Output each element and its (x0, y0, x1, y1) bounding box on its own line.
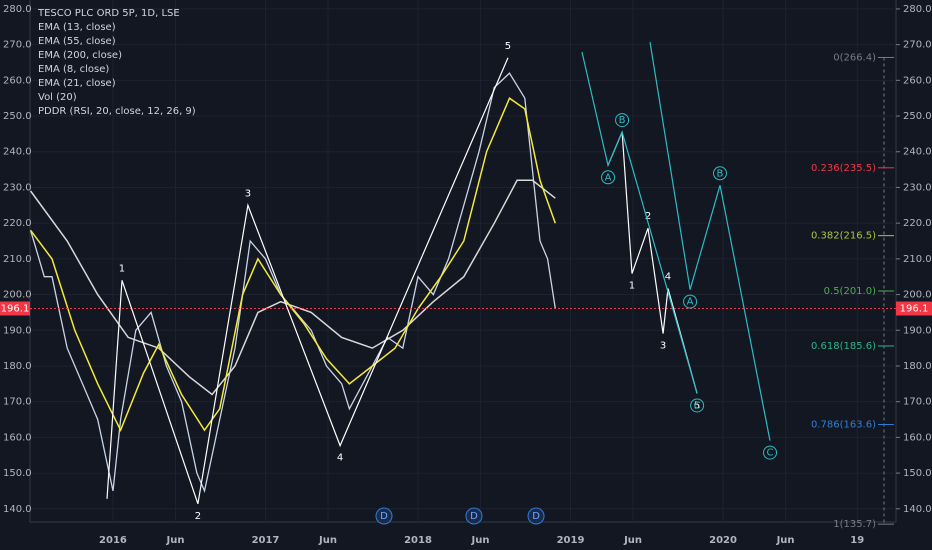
y-tick-label: 280.0 (3, 4, 32, 15)
x-tick-label: Jun (471, 535, 490, 546)
wave-line (649, 42, 771, 441)
price-tag (896, 301, 932, 316)
legend-entry: Vol (20) (38, 92, 77, 103)
wave-label: 2 (645, 211, 651, 222)
wave-label: 1 (119, 263, 125, 274)
x-tick-label: 2017 (252, 535, 280, 546)
wave-label: C (767, 448, 774, 459)
legend-entry: EMA (200, close) (38, 50, 122, 61)
y-tick-label: 240.0 (903, 147, 932, 158)
wave-label: B (717, 168, 724, 179)
fib-label: 0.5(201.0) (824, 286, 876, 297)
fib-label: 1(135.7) (833, 519, 876, 530)
plot-area: 1 2 3 4 5 1 2 3 4 5 A B C A B C (30, 0, 896, 522)
wave-label: B (619, 115, 626, 126)
wave-label: 4 (665, 271, 671, 282)
price-line (30, 72, 556, 494)
x-tick-label: Jun (776, 535, 795, 546)
event-label: D (470, 511, 478, 522)
y-tick-label: 200.0 (3, 290, 32, 301)
wave-label: 3 (660, 340, 666, 351)
legend-entry: EMA (21, close) (38, 78, 116, 89)
y-tick-label: 230.0 (903, 182, 932, 193)
fib-label: 0.382(216.5) (811, 231, 876, 242)
legend-entry: PDDR (RSI, 20, close, 12, 26, 9) (38, 106, 196, 117)
y-tick-label: 180.0 (903, 361, 932, 372)
wave-label: 2 (195, 511, 201, 522)
y-tick-label: 210.0 (903, 254, 932, 265)
y-tick-label: 200.0 (903, 290, 932, 301)
y-tick-label: 140.0 (3, 504, 32, 515)
wave-label: 4 (337, 453, 343, 464)
wave-line (581, 51, 698, 394)
wave-label: 3 (245, 188, 251, 199)
legend-entry: EMA (8, close) (38, 64, 109, 75)
fib-label: 0.236(235.5) (811, 163, 876, 174)
wave-label: C (694, 400, 701, 411)
price-tag (0, 301, 30, 316)
wave-label: 5 (505, 41, 511, 52)
y-tick-label: 180.0 (3, 361, 32, 372)
price-tag-label: 196.1 (900, 303, 929, 314)
y-tick-label: 160.0 (3, 432, 32, 443)
price-tag-label: 196.1 (1, 303, 30, 314)
y-tick-label: 270.0 (3, 40, 32, 51)
y-tick-label: 190.0 (3, 325, 32, 336)
y-tick-label: 280.0 (903, 4, 932, 15)
y-tick-label: 260.0 (3, 75, 32, 86)
y-tick-label: 170.0 (3, 397, 32, 408)
x-tick-label: Jun (623, 535, 642, 546)
wave-circle (601, 170, 616, 185)
wave-circle (615, 113, 630, 128)
y-tick-label: 260.0 (903, 75, 932, 86)
x-tick-label: Jun (318, 535, 337, 546)
ema-line (30, 97, 557, 433)
chart-title: TESCO PLC ORD 5P, 1D, LSE (37, 8, 180, 19)
wave-label: 5 (694, 400, 700, 411)
fib-label: 0.618(185.6) (811, 341, 876, 352)
event-marker (465, 507, 483, 525)
y-tick-label: 140.0 (903, 504, 932, 515)
y-tick-label: 220.0 (903, 218, 932, 229)
wave-line (106, 57, 509, 504)
event-marker (375, 507, 393, 525)
ema-line (30, 179, 556, 396)
y-tick-label: 270.0 (903, 40, 932, 51)
x-tick-label: 19 (850, 535, 864, 546)
x-tick-label: 2019 (557, 535, 585, 546)
legend-entry: EMA (13, close) (38, 22, 116, 33)
wave-circle (712, 166, 727, 181)
y-tick-label: 250.0 (903, 111, 932, 122)
fib-label: 0.786(163.6) (811, 420, 876, 431)
y-tick-label: 170.0 (903, 397, 932, 408)
event-marker (527, 507, 545, 525)
y-tick-label: 210.0 (3, 254, 32, 265)
y-tick-label: 150.0 (3, 468, 32, 479)
y-tick-label: 150.0 (903, 468, 932, 479)
y-tick-label: 250.0 (3, 111, 32, 122)
y-tick-label: 190.0 (903, 325, 932, 336)
wave-circle (683, 294, 698, 309)
y-tick-label: 220.0 (3, 218, 32, 229)
y-tick-label: 240.0 (3, 147, 32, 158)
wave-label: A (687, 297, 694, 308)
event-label: D (380, 511, 388, 522)
wave-label: 1 (629, 280, 635, 291)
wave-label: A (605, 172, 612, 183)
y-tick-label: 160.0 (903, 432, 932, 443)
x-tick-label: 2016 (99, 535, 127, 546)
x-tick-label: Jun (166, 535, 185, 546)
fib-label: 0(266.4) (833, 52, 876, 63)
x-tick-label: 2018 (404, 535, 432, 546)
legend-entry: EMA (55, close) (38, 36, 116, 47)
wave-circle (690, 398, 705, 413)
event-label: D (532, 511, 540, 522)
x-tick-label: 2020 (709, 535, 737, 546)
wave-circle (763, 445, 778, 460)
y-tick-label: 230.0 (3, 182, 32, 193)
